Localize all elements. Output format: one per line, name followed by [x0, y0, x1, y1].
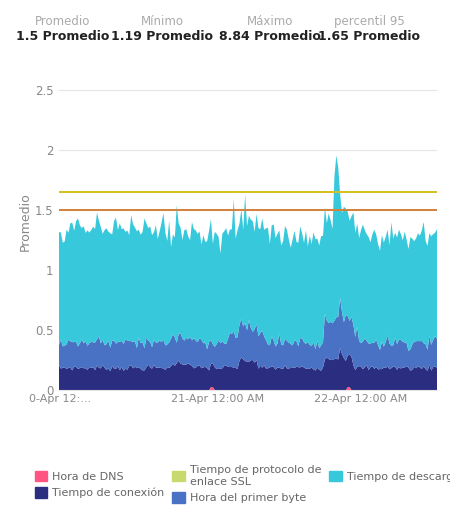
- Text: Máximo: Máximo: [247, 15, 293, 28]
- Text: 1.5 Promedio: 1.5 Promedio: [16, 30, 110, 42]
- Text: percentil 95: percentil 95: [333, 15, 405, 28]
- Y-axis label: Promedio: Promedio: [19, 192, 32, 251]
- Text: Mínimo: Mínimo: [140, 15, 184, 28]
- Text: 1.65 Promedio: 1.65 Promedio: [318, 30, 420, 42]
- Text: 8.84 Promedio: 8.84 Promedio: [219, 30, 321, 42]
- Text: 1.19 Promedio: 1.19 Promedio: [111, 30, 213, 42]
- Text: Promedio: Promedio: [35, 15, 91, 28]
- Legend: Hora de DNS, Tiempo de conexión, Tiempo de protocolo de
enlace SSL, Hora del pri: Hora de DNS, Tiempo de conexión, Tiempo …: [30, 461, 450, 508]
